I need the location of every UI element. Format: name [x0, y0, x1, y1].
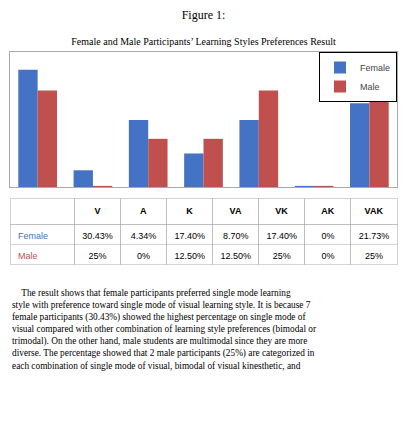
- svg-text:12.50%: 12.50%: [174, 251, 205, 261]
- svg-text:Male: Male: [360, 82, 380, 92]
- svg-text:21.73%: 21.73%: [359, 231, 390, 241]
- svg-text:30.43%: 30.43%: [82, 231, 113, 241]
- svg-text:4.34%: 4.34%: [131, 231, 157, 241]
- svg-text:A: A: [140, 206, 147, 216]
- svg-text:V: V: [95, 206, 101, 216]
- svg-text:VA: VA: [230, 206, 242, 216]
- svg-text:Female and Male Participants’: Female and Male Participants’ Learning S…: [71, 36, 336, 47]
- svg-text:25%: 25%: [89, 251, 107, 261]
- svg-text:17.40%: 17.40%: [267, 231, 298, 241]
- svg-text:8.70%: 8.70%: [223, 231, 249, 241]
- svg-text:AK: AK: [321, 206, 334, 216]
- svg-text:Male: Male: [18, 251, 38, 261]
- svg-text:0%: 0%: [137, 251, 150, 261]
- svg-text:VK: VK: [275, 206, 288, 216]
- svg-text:12.50%: 12.50%: [220, 251, 251, 261]
- svg-text:25%: 25%: [273, 251, 291, 261]
- svg-text:Female: Female: [18, 231, 48, 241]
- svg-text:K: K: [186, 206, 193, 216]
- svg-text:17.40%: 17.40%: [174, 231, 205, 241]
- svg-text:25%: 25%: [365, 251, 383, 261]
- svg-text:The result shows that female p: The result shows that female participant…: [12, 288, 317, 371]
- svg-text:Figure 1:: Figure 1:: [182, 8, 226, 22]
- svg-text:VAK: VAK: [365, 206, 384, 216]
- svg-text:0%: 0%: [321, 251, 334, 261]
- svg-text:Female: Female: [360, 63, 390, 73]
- svg-text:0%: 0%: [321, 231, 334, 241]
